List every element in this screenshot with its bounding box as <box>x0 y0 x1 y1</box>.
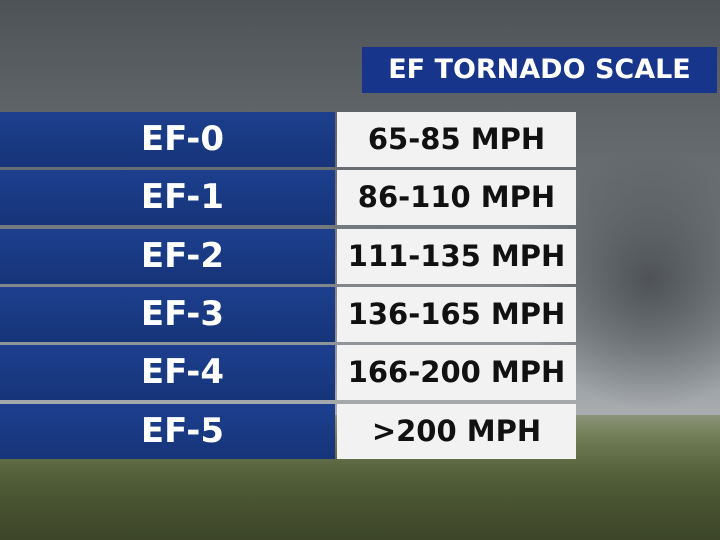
title: EF TORNADO SCALE <box>362 47 717 93</box>
level-label: EF-5 <box>0 404 335 459</box>
wind-speed: >200 MPH <box>337 404 576 459</box>
wind-speed: 136-165 MPH <box>337 287 576 342</box>
wind-speed: 65-85 MPH <box>337 112 576 167</box>
wind-speed: 111-135 MPH <box>337 229 576 284</box>
level-label: EF-0 <box>0 112 335 167</box>
wind-speed: 86-110 MPH <box>337 170 576 225</box>
level-label: EF-1 <box>0 170 335 225</box>
level-label: EF-4 <box>0 345 335 400</box>
wind-speed: 166-200 MPH <box>337 345 576 400</box>
level-label: EF-3 <box>0 287 335 342</box>
level-label: EF-2 <box>0 229 335 284</box>
